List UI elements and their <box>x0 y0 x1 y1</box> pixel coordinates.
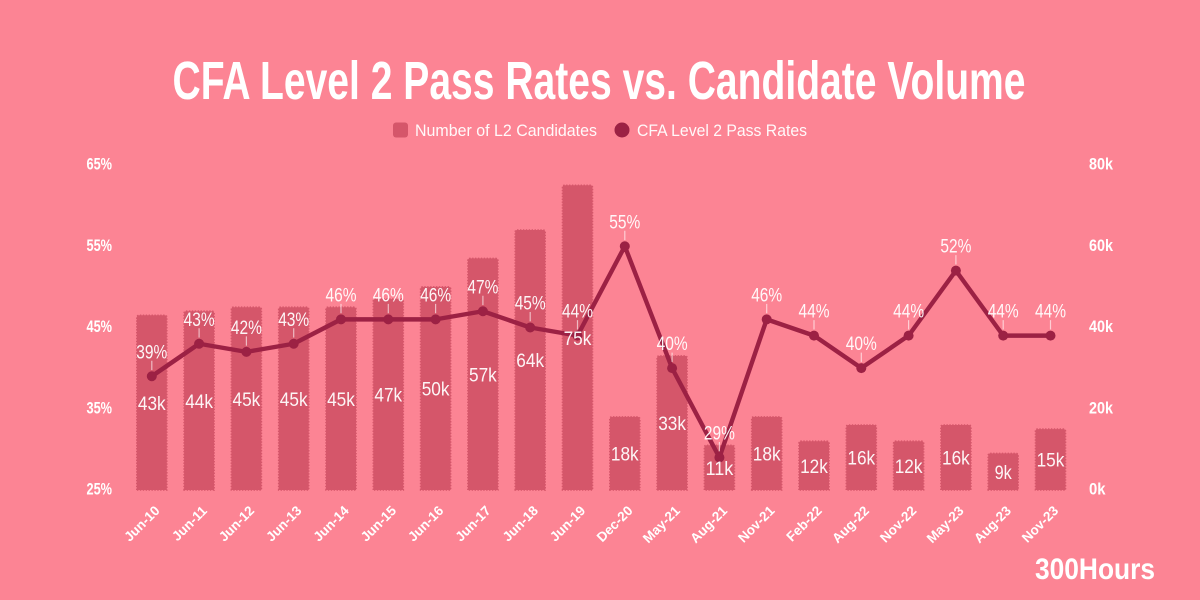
svg-text:16k: 16k <box>847 448 875 470</box>
svg-text:18k: 18k <box>611 444 639 466</box>
svg-text:12k: 12k <box>895 456 923 478</box>
svg-text:44%: 44% <box>562 301 593 323</box>
svg-text:39%: 39% <box>136 341 167 363</box>
svg-text:45k: 45k <box>327 389 355 411</box>
svg-text:80k: 80k <box>1089 156 1114 174</box>
svg-text:29%: 29% <box>704 423 735 445</box>
svg-text:Number of L2 Candidates: Number of L2 Candidates <box>415 121 597 140</box>
svg-text:20k: 20k <box>1089 399 1114 417</box>
svg-text:55%: 55% <box>609 211 640 233</box>
svg-text:47%: 47% <box>467 276 498 298</box>
svg-text:15k: 15k <box>1037 450 1065 472</box>
svg-text:300Hours: 300Hours <box>1035 553 1155 586</box>
svg-text:45k: 45k <box>233 389 261 411</box>
svg-text:40k: 40k <box>1089 318 1114 336</box>
svg-text:46%: 46% <box>373 284 404 306</box>
svg-text:16k: 16k <box>942 448 970 470</box>
svg-text:75k: 75k <box>564 328 592 350</box>
svg-text:45%: 45% <box>87 318 113 336</box>
svg-text:44k: 44k <box>185 391 213 413</box>
svg-text:44%: 44% <box>988 301 1019 323</box>
svg-text:46%: 46% <box>326 284 357 306</box>
svg-text:46%: 46% <box>420 284 451 306</box>
svg-text:65%: 65% <box>87 156 113 174</box>
svg-text:42%: 42% <box>231 317 262 339</box>
svg-text:CFA Level 2 Pass Rates: CFA Level 2 Pass Rates <box>637 121 807 140</box>
svg-text:60k: 60k <box>1089 237 1114 255</box>
svg-text:50k: 50k <box>422 379 450 401</box>
svg-text:43%: 43% <box>278 309 309 331</box>
svg-text:40%: 40% <box>846 333 877 355</box>
svg-text:40%: 40% <box>657 333 688 355</box>
svg-text:CFA Level 2 Pass Rates vs. Can: CFA Level 2 Pass Rates vs. Candidate Vol… <box>173 51 1026 111</box>
svg-text:52%: 52% <box>940 236 971 258</box>
svg-text:45k: 45k <box>280 389 308 411</box>
svg-text:47k: 47k <box>374 385 402 407</box>
svg-text:11k: 11k <box>706 458 734 480</box>
svg-text:12k: 12k <box>800 456 828 478</box>
svg-text:9k: 9k <box>995 462 1012 484</box>
svg-text:45%: 45% <box>515 293 546 315</box>
svg-text:18k: 18k <box>753 444 781 466</box>
svg-text:44%: 44% <box>1035 301 1066 323</box>
svg-text:25%: 25% <box>87 481 113 499</box>
svg-text:43%: 43% <box>184 309 215 331</box>
svg-text:35%: 35% <box>87 399 113 417</box>
svg-text:33k: 33k <box>658 413 686 435</box>
svg-text:44%: 44% <box>893 301 924 323</box>
svg-text:43k: 43k <box>138 393 166 415</box>
svg-text:46%: 46% <box>751 284 782 306</box>
svg-text:55%: 55% <box>87 237 113 255</box>
svg-text:0k: 0k <box>1089 481 1106 499</box>
svg-text:64k: 64k <box>516 350 544 372</box>
svg-text:44%: 44% <box>799 301 830 323</box>
svg-text:57k: 57k <box>469 364 497 386</box>
